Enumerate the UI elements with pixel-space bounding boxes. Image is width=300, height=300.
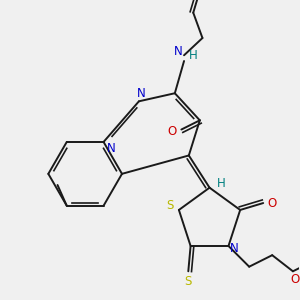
Text: N: N: [107, 142, 116, 155]
Text: N: N: [174, 45, 183, 58]
Text: S: S: [184, 275, 192, 288]
Text: H: H: [217, 177, 225, 190]
Text: N: N: [137, 87, 146, 100]
Text: O: O: [291, 273, 300, 286]
Text: S: S: [166, 199, 173, 212]
Text: O: O: [268, 196, 277, 209]
Text: O: O: [168, 125, 177, 138]
Text: H: H: [189, 49, 198, 62]
Text: N: N: [230, 242, 239, 255]
